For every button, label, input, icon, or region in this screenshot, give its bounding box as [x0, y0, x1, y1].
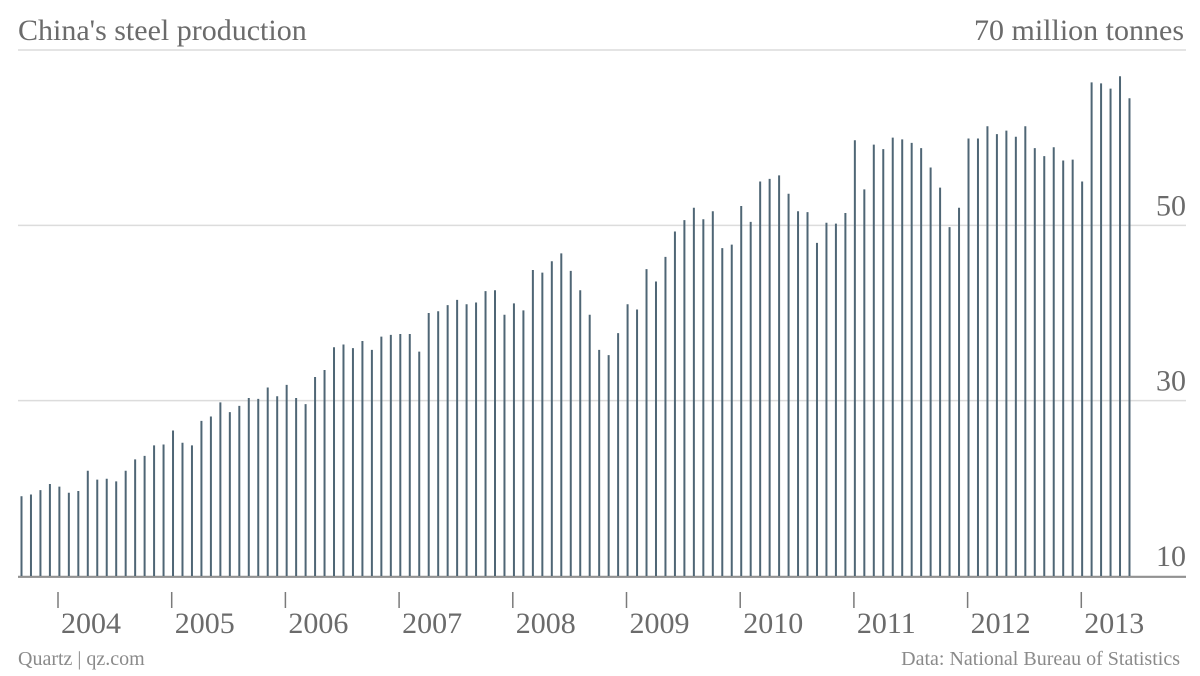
x-tick-label: 2013 [1084, 607, 1144, 640]
x-tick-label: 2009 [630, 607, 690, 640]
x-tick-label: 2010 [743, 607, 803, 640]
x-tick-label: 2008 [516, 607, 576, 640]
x-tick-label: 2011 [857, 607, 916, 640]
x-tick-label: 2006 [288, 607, 348, 640]
data-source: Data: National Bureau of Statistics [901, 648, 1180, 670]
y-tick-label: 30 [1156, 365, 1186, 398]
y-tick-label: 10 [1156, 540, 1186, 573]
y-axis-unit-label: 70 million tonnes [974, 14, 1184, 47]
source-credit: Quartz | qz.com [18, 648, 145, 670]
x-tick-label: 2007 [402, 607, 462, 640]
x-tick-label: 2005 [175, 607, 235, 640]
x-tick-label: 2004 [61, 607, 121, 640]
chart-title: China's steel production [18, 14, 307, 47]
y-tick-label: 50 [1156, 189, 1186, 222]
x-tick-label: 2012 [971, 607, 1031, 640]
